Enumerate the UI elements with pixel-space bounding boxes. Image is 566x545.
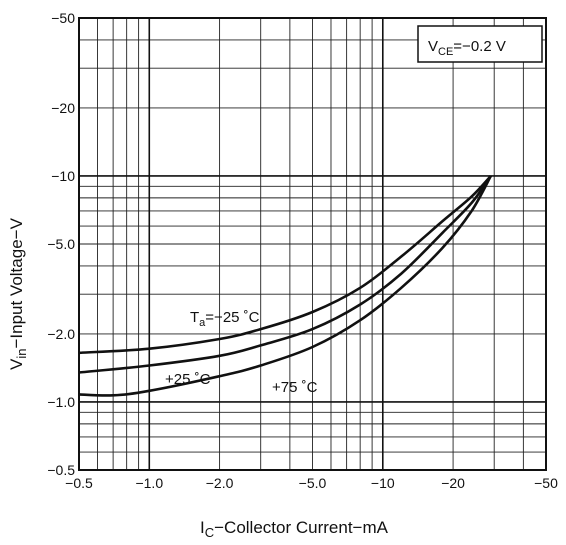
y-tick-label: −1.0: [47, 394, 75, 410]
minor-gridlines: [79, 18, 546, 470]
y-tick-label: −5.0: [47, 236, 75, 252]
y-axis-title: Vin−Input Voltage−V: [7, 217, 29, 370]
plot-frame: [78, 17, 547, 471]
y-tick-labels: −0.5 −1.0 −2.0 −5.0 −10 −20 −50: [47, 10, 75, 478]
x-tick-labels: −0.5 −1.0 −2.0 −5.0 −10 −20 −50: [65, 475, 558, 491]
x-tick-label: −0.5: [65, 475, 93, 491]
series-line-plus75c: [78, 175, 492, 397]
x-tick-label: −1.0: [135, 475, 163, 491]
x-tick-label: −10: [371, 475, 395, 491]
series-label-plus25c: +25 ˚C: [165, 371, 211, 388]
series-label-minus25c: Ta=−25 ˚C: [190, 309, 260, 329]
y-tick-label: −10: [51, 168, 75, 184]
series-layer: [78, 175, 492, 397]
y-tick-label: −20: [51, 100, 75, 116]
x-tick-label: −2.0: [206, 475, 234, 491]
series-line-plus25c: [78, 175, 492, 374]
y-tick-label: −2.0: [47, 326, 75, 342]
major-gridlines: [79, 18, 546, 470]
series-line-minus25c: [78, 175, 492, 355]
y-tick-label: −50: [51, 10, 75, 26]
x-tick-label: −50: [534, 475, 558, 491]
x-tick-label: −5.0: [299, 475, 327, 491]
series-label-plus75c: +75 ˚C: [272, 379, 318, 396]
x-tick-label: −20: [441, 475, 465, 491]
x-axis-title: IC−Collector Current−mA: [200, 518, 389, 540]
condition-label: VCE=−0.2 V: [428, 38, 506, 58]
y-tick-label: −0.5: [47, 462, 75, 478]
condition-box: VCE=−0.2 V: [417, 25, 543, 63]
